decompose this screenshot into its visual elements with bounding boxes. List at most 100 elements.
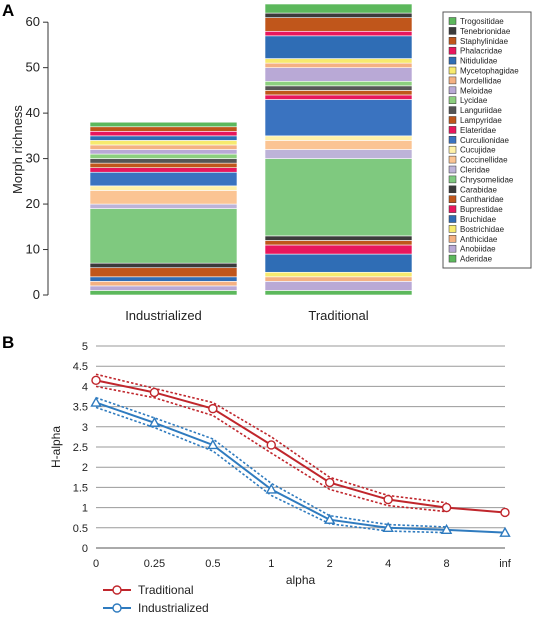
- bar-segment: [264, 17, 413, 32]
- bar-segment: [264, 276, 413, 282]
- bar-segment: [89, 267, 238, 278]
- legend-label: Mordellidae: [460, 76, 502, 85]
- bar-segment: [89, 290, 238, 296]
- legend: TrogositidaeTenebrionidaeStaphylinidaePh…: [442, 11, 532, 269]
- legend-label: Anthicidae: [460, 235, 498, 244]
- bar-segment: [89, 131, 238, 137]
- bar-segment: [264, 67, 413, 82]
- bar-segment: [264, 290, 413, 296]
- legend-swatch: [448, 195, 457, 203]
- legend-label: Industrialized: [138, 601, 209, 615]
- data-point: [208, 403, 218, 414]
- y-tick-label: 1.5: [73, 482, 88, 494]
- data-point: [266, 440, 276, 450]
- legend-label: Tenebrionidae: [460, 27, 511, 36]
- x-tick-label: inf: [499, 558, 512, 570]
- legend-label: Bruchidae: [460, 215, 497, 224]
- y-tick-label: 2.5: [73, 442, 88, 454]
- legend-label: Nitidulidae: [460, 57, 498, 66]
- legend-swatch: [448, 155, 457, 164]
- series-line: [95, 401, 506, 534]
- legend-swatch: [448, 244, 457, 253]
- bar-segment: [264, 90, 413, 96]
- legend-label: Bostrichidae: [460, 225, 505, 234]
- data-point: [499, 526, 511, 537]
- legend-swatch: [448, 254, 457, 263]
- legend-swatch: [448, 215, 457, 223]
- data-point: [440, 523, 453, 535]
- ci-upper-line: [95, 373, 447, 504]
- legend-label: Phalacridae: [460, 47, 503, 56]
- legend-label: Languriidae: [460, 106, 502, 115]
- data-point: [149, 387, 160, 398]
- line-chart: 0 0.5 1 1.5 2 2.5 3 3.5 4 4.5 5 0 0.25 0.5 1 2 4 8 inf alph…: [49, 341, 512, 615]
- panel-b-letter: B: [2, 333, 14, 352]
- ci-lower-line: [95, 406, 447, 534]
- legend-label: Coccinellidae: [460, 156, 508, 165]
- legend-label: Cantharidae: [460, 195, 504, 204]
- bar-segment: [89, 144, 238, 150]
- legend-swatch: [448, 46, 457, 55]
- legend-swatch: [448, 116, 457, 124]
- bar-segment: [264, 80, 413, 87]
- legend-label: Lampyridae: [460, 116, 502, 125]
- legend-swatch: [448, 165, 457, 174]
- legend-label: Mycetophagidae: [460, 67, 519, 76]
- y-tick-label: 4.5: [73, 361, 88, 373]
- data-point: [91, 375, 101, 386]
- y-tick-label: 5: [82, 341, 88, 353]
- x-tick-label: 0: [93, 558, 99, 570]
- bar-segment: [89, 162, 238, 168]
- legend-swatch: [448, 37, 457, 45]
- bar-segment: [264, 94, 413, 100]
- bar-segment: [264, 35, 413, 59]
- x-tick-label: 0.25: [144, 558, 165, 570]
- legend-label: Cleridae: [460, 166, 490, 175]
- bar-segment: [89, 126, 238, 132]
- legend-swatch: [448, 145, 457, 154]
- bar-segment: [89, 121, 238, 128]
- legend-swatch: [448, 126, 457, 134]
- legend-swatch: [448, 56, 457, 65]
- y-tick-label: 50: [26, 60, 40, 75]
- x-tick-label: 8: [444, 558, 450, 570]
- data-point: [265, 483, 277, 494]
- data-point: [325, 477, 335, 488]
- legend-swatch: [448, 235, 457, 243]
- legend-label: Buprestidae: [460, 205, 503, 214]
- x-tick-label: 2: [327, 558, 333, 570]
- legend-swatch: [448, 76, 457, 85]
- legend-box: [442, 11, 532, 269]
- y-tick-label: 0: [82, 543, 88, 555]
- bar-segment: [264, 253, 413, 273]
- bar-segment: [264, 58, 413, 64]
- y-axis-title: H-alpha: [49, 426, 63, 468]
- bar-segment: [89, 185, 238, 191]
- y-tick-label: 1: [82, 503, 88, 515]
- bar-segment: [89, 262, 238, 269]
- bar-segment: [89, 167, 238, 173]
- panel-a-letter: A: [2, 1, 14, 20]
- x-tick-label: 1: [268, 558, 274, 570]
- legend-label: Elateridae: [460, 126, 497, 135]
- bar-segment: [89, 140, 238, 146]
- bar-segment: [89, 281, 238, 287]
- legend-label: Traditional: [138, 583, 194, 597]
- legend-label: Meloidae: [460, 86, 493, 95]
- y-tick-label: 4: [82, 381, 88, 393]
- legend-marker: [112, 603, 122, 613]
- bar-segment: [264, 12, 413, 18]
- legend-label: Carabidae: [460, 185, 497, 194]
- legend-label: Cucujidae: [460, 146, 496, 155]
- y-tick-label: 20: [26, 196, 40, 211]
- legend: Traditional Industrialized: [103, 583, 209, 615]
- legend-swatch: [448, 136, 457, 144]
- x-tick-label: 4: [385, 558, 391, 570]
- legend-swatch: [448, 185, 457, 194]
- legend-label: Anobiidae: [460, 245, 496, 254]
- y-axis-title: Morph richness: [10, 105, 25, 194]
- bar-segment: [264, 62, 413, 68]
- bar-segment: [264, 149, 413, 159]
- data-point: [441, 502, 452, 513]
- y-tick-label: 30: [26, 151, 40, 166]
